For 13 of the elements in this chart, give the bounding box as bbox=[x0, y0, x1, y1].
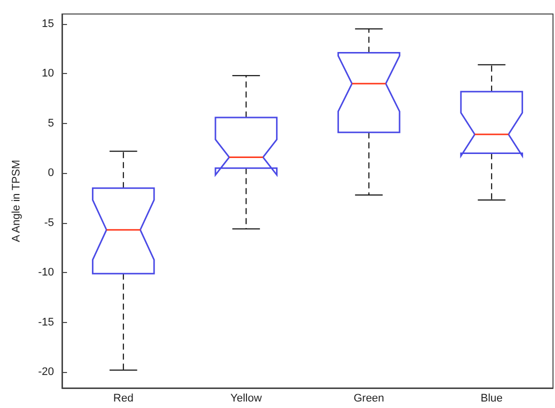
y-axis-title: A Angle in TPSM bbox=[10, 160, 22, 242]
y-tick-label: 15 bbox=[42, 18, 54, 30]
y-tick-label: -10 bbox=[38, 266, 54, 279]
x-tick-label: Green bbox=[354, 392, 384, 404]
y-tick-label: -15 bbox=[38, 316, 54, 328]
x-tick-label: Yellow bbox=[230, 392, 262, 404]
x-tick-label: Blue bbox=[480, 392, 503, 404]
y-tick-label: 10 bbox=[42, 68, 54, 80]
y-tick-label: -20 bbox=[38, 366, 54, 378]
y-tick-label: -5 bbox=[44, 216, 54, 229]
x-tick-label: Red bbox=[113, 392, 134, 404]
y-tick-label: 0 bbox=[48, 167, 54, 180]
y-tick-label: 5 bbox=[48, 117, 54, 130]
